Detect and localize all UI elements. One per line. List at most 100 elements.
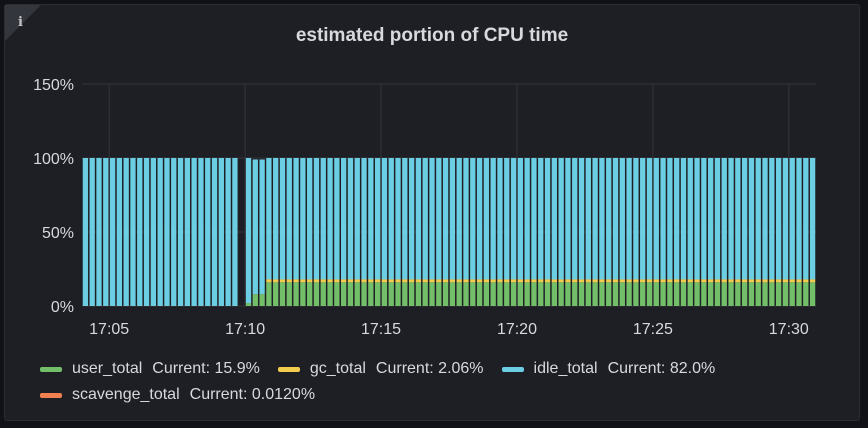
y-tick-label: 50% <box>42 225 74 242</box>
bar-segment-gc-total <box>436 279 442 283</box>
bar-segment-gc-total <box>782 279 789 283</box>
bar-segment-idle-total <box>137 157 143 306</box>
bar-segment-user-total <box>368 282 374 306</box>
bar-segment-idle-total <box>694 157 700 280</box>
bar-segment-gc-total <box>592 279 598 283</box>
bar-segment-user-total <box>701 282 707 306</box>
info-corner[interactable] <box>5 5 41 41</box>
bar-segment-idle-total <box>286 157 292 280</box>
bar-segment-gc-total <box>735 279 741 283</box>
bar-segment-user-total <box>517 282 524 306</box>
bar-segment-idle-total <box>517 157 524 280</box>
bar-segment-user-total <box>619 282 625 306</box>
bar-segment-user-total <box>524 282 530 306</box>
bar-segment-user-total <box>674 282 680 306</box>
bar-segment-idle-total <box>456 157 462 280</box>
bar-segment-idle-total <box>619 157 625 280</box>
bar-segment-gc-total <box>748 279 755 283</box>
bar-segment-user-total <box>313 282 320 306</box>
bar-segment-user-total <box>483 282 490 306</box>
bar-segment-user-total <box>266 282 272 306</box>
bar-segment-user-total <box>544 282 551 306</box>
x-tick-label: 17:10 <box>225 321 265 338</box>
info-icon[interactable]: i <box>18 15 23 30</box>
bar-segment-user-total <box>307 282 313 306</box>
bar-segment-idle-total <box>782 157 789 280</box>
bar-segment-idle-total <box>211 157 218 306</box>
bar-segment-gc-total <box>538 279 544 283</box>
bar-segment-idle-total <box>89 157 95 306</box>
bar-segment-idle-total <box>585 157 591 280</box>
bar-segment-user-total <box>449 282 456 306</box>
x-tick-label: 17:30 <box>769 321 809 338</box>
bar-segment-user-total <box>456 282 462 306</box>
bar-segment-user-total <box>741 282 748 306</box>
bar-segment-gc-total <box>476 279 483 283</box>
bar-segment-user-total <box>789 282 795 306</box>
bar-segment-idle-total <box>191 157 197 306</box>
bar-segment-user-total <box>762 282 768 306</box>
bar-segment-idle-total <box>293 157 299 280</box>
bar-segment-idle-total <box>96 157 102 306</box>
bar-segment-gc-total <box>408 279 415 283</box>
bar-segment-idle-total <box>687 157 693 280</box>
bar-segment-idle-total <box>442 157 449 280</box>
bar-segment-gc-total <box>490 279 496 283</box>
bar-segment-user-total <box>578 282 585 306</box>
x-tick-label: 17:05 <box>89 321 129 338</box>
bar-segment-idle-total <box>463 157 469 280</box>
bar-segment-gc-total <box>470 279 476 283</box>
bar-segment-user-total <box>490 282 496 306</box>
bar-segment-idle-total <box>259 159 265 295</box>
legend-item-scavenge-total[interactable]: scavenge_total Current: 0.0120% <box>40 386 315 404</box>
bar-segment-gc-total <box>354 279 360 283</box>
bar-segment-idle-total <box>266 157 272 280</box>
legend-current: Current: 0.0120% <box>189 386 316 403</box>
bar-segment-user-total <box>721 282 727 306</box>
bar-segment-user-total <box>341 282 347 306</box>
bar-segment-gc-total <box>497 279 503 283</box>
bar-segment-idle-total <box>565 157 571 280</box>
legend-item-user-total[interactable]: user_total Current: 15.9% <box>40 360 260 378</box>
legend-item-idle-total[interactable]: idle_total Current: 82.0% <box>501 360 716 378</box>
bar-segment-idle-total <box>701 157 707 280</box>
bar-segment-user-total <box>395 282 401 306</box>
bar-segment-user-total <box>796 282 802 306</box>
bar-segment-idle-total <box>116 157 123 306</box>
bar-segment-user-total <box>667 282 673 306</box>
bar-segment-user-total <box>572 282 578 306</box>
bar-segment-user-total <box>653 282 659 306</box>
bar-segment-user-total <box>728 282 734 306</box>
legend-name: idle_total <box>533 360 598 377</box>
bar-segment-idle-total <box>626 157 632 280</box>
legend-item-gc-total[interactable]: gc_total Current: 2.06% <box>277 360 484 378</box>
bar-segment-idle-total <box>395 157 401 280</box>
bar-segment-idle-total <box>123 157 129 306</box>
bar-segment-user-total <box>470 282 476 306</box>
bar-segment-idle-total <box>218 157 224 306</box>
bar-segment-user-total <box>361 282 367 306</box>
bar-segment-user-total <box>687 282 693 306</box>
bar-segment-idle-total <box>313 157 320 280</box>
bar-segment-idle-total <box>164 157 170 306</box>
bar-segment-idle-total <box>497 157 503 280</box>
x-tick-label: 17:25 <box>633 321 673 338</box>
bar-segment-gc-total <box>667 279 673 283</box>
y-tick-label: 150% <box>33 77 74 94</box>
panel-title[interactable]: estimated portion of CPU time <box>295 25 569 46</box>
bar-segment-gc-total <box>442 279 449 283</box>
bar-segment-user-total <box>476 282 483 306</box>
legend-current: Current: 82.0% <box>607 360 716 377</box>
bar-segment-idle-total <box>205 157 211 306</box>
bar-segment-user-total <box>381 282 388 306</box>
bar-segment-idle-total <box>130 157 136 306</box>
bar-segment-user-total <box>748 282 755 306</box>
bar-segment-gc-total <box>334 279 340 283</box>
bar-segment-idle-total <box>82 157 89 306</box>
bar-segment-user-total <box>252 294 258 306</box>
bar-segment-user-total <box>551 282 557 306</box>
legend-row-2: scavenge_total Current: 0.0120% <box>40 382 840 408</box>
bar-segment-idle-total <box>157 157 163 306</box>
bar-segment-user-total <box>293 282 299 306</box>
bar-segment-gc-total <box>279 279 286 283</box>
